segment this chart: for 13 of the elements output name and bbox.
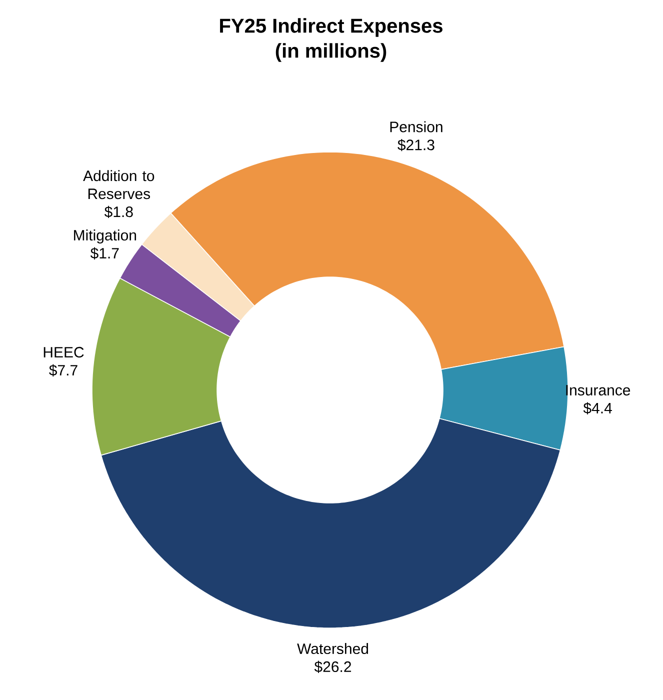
slice-label: HEEC: [44, 346, 84, 358]
data-label: $1.8: [104, 206, 133, 218]
chart-title: FY25 Indirect Expenses: [220, 18, 442, 37]
slice-label: Watershed: [297, 643, 368, 654]
slice-label: Pension: [390, 121, 442, 132]
chart-subtitle: (in millions): [276, 43, 386, 62]
data-label: $4.4: [583, 402, 612, 414]
slice-label: Addition to Reserves: [83, 170, 154, 200]
data-label: $21.3: [398, 139, 434, 152]
slice-label: Mitigation: [74, 230, 136, 244]
data-label: $26.2: [314, 660, 352, 673]
data-label: $7.7: [49, 364, 78, 376]
data-label: $1.7: [90, 247, 119, 260]
